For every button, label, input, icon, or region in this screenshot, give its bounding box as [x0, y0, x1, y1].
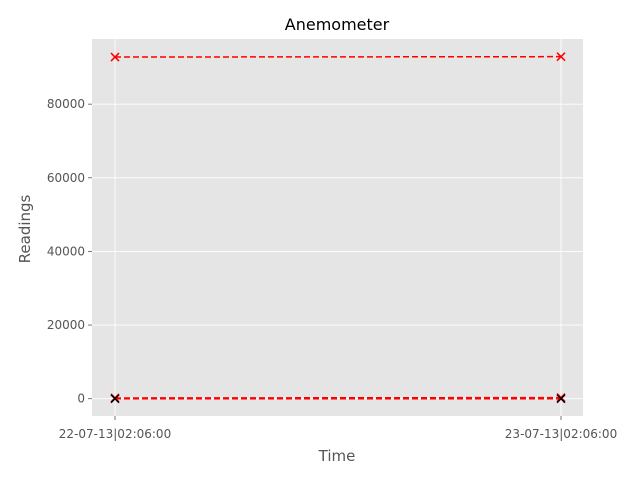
plot-area: [92, 39, 583, 416]
y-axis-label: Readings: [16, 194, 34, 263]
x-axis-label: Time: [318, 447, 356, 465]
x-tick-label: 22-07-13|02:06:00: [59, 427, 171, 441]
y-tick-label: 60000: [47, 171, 85, 185]
y-tick-label: 40000: [47, 244, 85, 258]
y-tick-label: 0: [77, 392, 85, 406]
y-tick-label: 80000: [47, 97, 85, 111]
chart-title: Anemometer: [285, 15, 390, 34]
y-tick-label: 20000: [47, 318, 85, 332]
x-tick-label: 23-07-13|02:06:00: [505, 427, 617, 441]
